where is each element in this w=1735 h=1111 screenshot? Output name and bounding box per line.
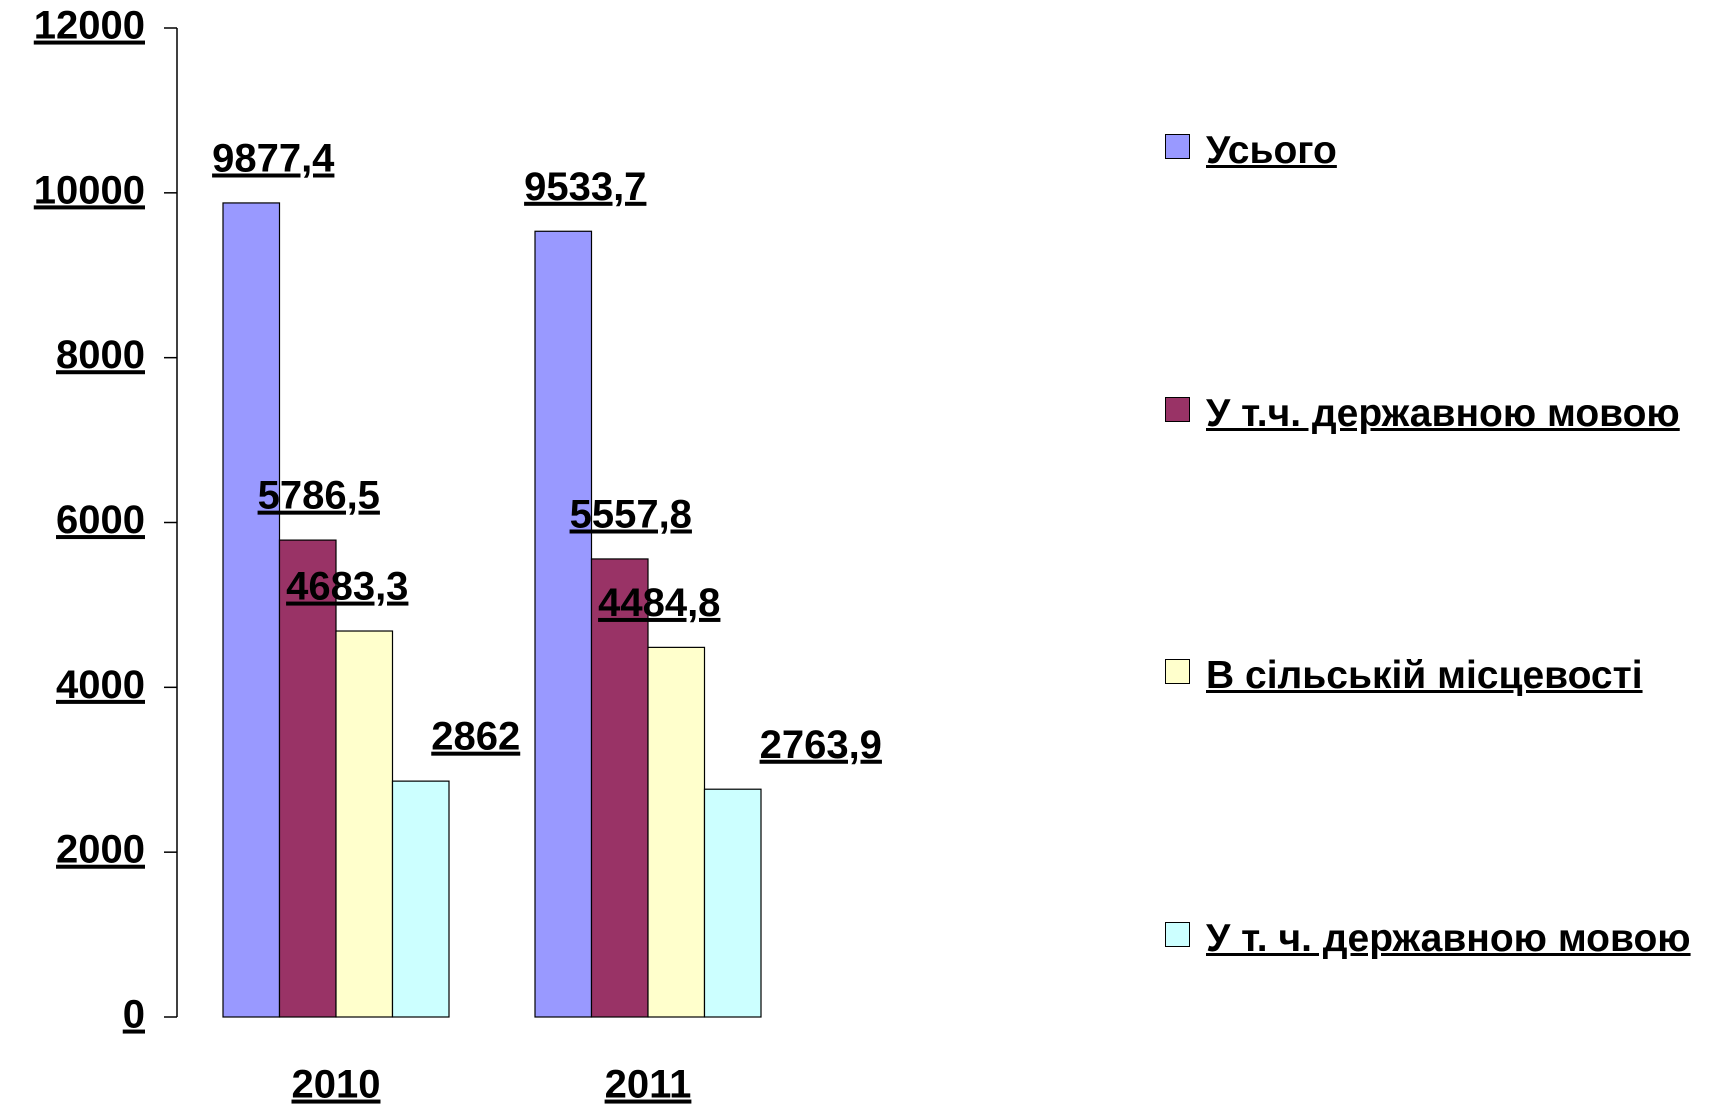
bar: [703, 788, 762, 1018]
legend-label: У т.ч. державною мовою: [1206, 392, 1680, 435]
y-tick-label: 6000: [56, 498, 145, 542]
legend-swatch: [1165, 922, 1190, 947]
value-label: 5557,8: [570, 493, 692, 537]
bar: [335, 630, 394, 1018]
bar: [278, 539, 337, 1018]
legend-item: В сільській місцевості: [1165, 649, 1725, 702]
legend-label: У т. ч. державною мовою: [1206, 917, 1691, 960]
bar: [647, 646, 706, 1018]
value-label: 5786,5: [258, 474, 380, 518]
x-tick-label: 2011: [605, 1063, 692, 1107]
value-label: 4683,3: [286, 565, 408, 609]
bar: [590, 558, 649, 1018]
legend-label: В сільській місцевості: [1206, 654, 1643, 697]
y-tick-label: 4000: [56, 663, 145, 707]
legend-item: У т. ч. державною мовою: [1165, 912, 1725, 965]
legend-swatch: [1165, 659, 1190, 684]
bar: [391, 780, 450, 1018]
legend-label: Усього: [1206, 129, 1337, 172]
y-tick-label: 12000: [34, 4, 145, 48]
value-label: 2862: [431, 715, 520, 759]
value-label: 2763,9: [760, 723, 882, 767]
y-tick-label: 10000: [34, 168, 145, 212]
y-tick-label: 0: [123, 993, 145, 1037]
value-label: 9533,7: [524, 165, 646, 209]
value-label: 9877,4: [212, 137, 335, 181]
legend-swatch: [1165, 397, 1190, 422]
x-tick-label: 2010: [292, 1063, 381, 1107]
legend-swatch: [1165, 134, 1190, 159]
bar: [222, 202, 281, 1018]
bar: [534, 230, 593, 1018]
y-tick-label: 8000: [56, 333, 145, 377]
legend-item: У т.ч. державною мовою: [1165, 387, 1725, 440]
y-tick-label: 2000: [56, 828, 145, 872]
legend-item: Усього: [1165, 124, 1725, 177]
value-label: 4484,8: [598, 581, 720, 625]
